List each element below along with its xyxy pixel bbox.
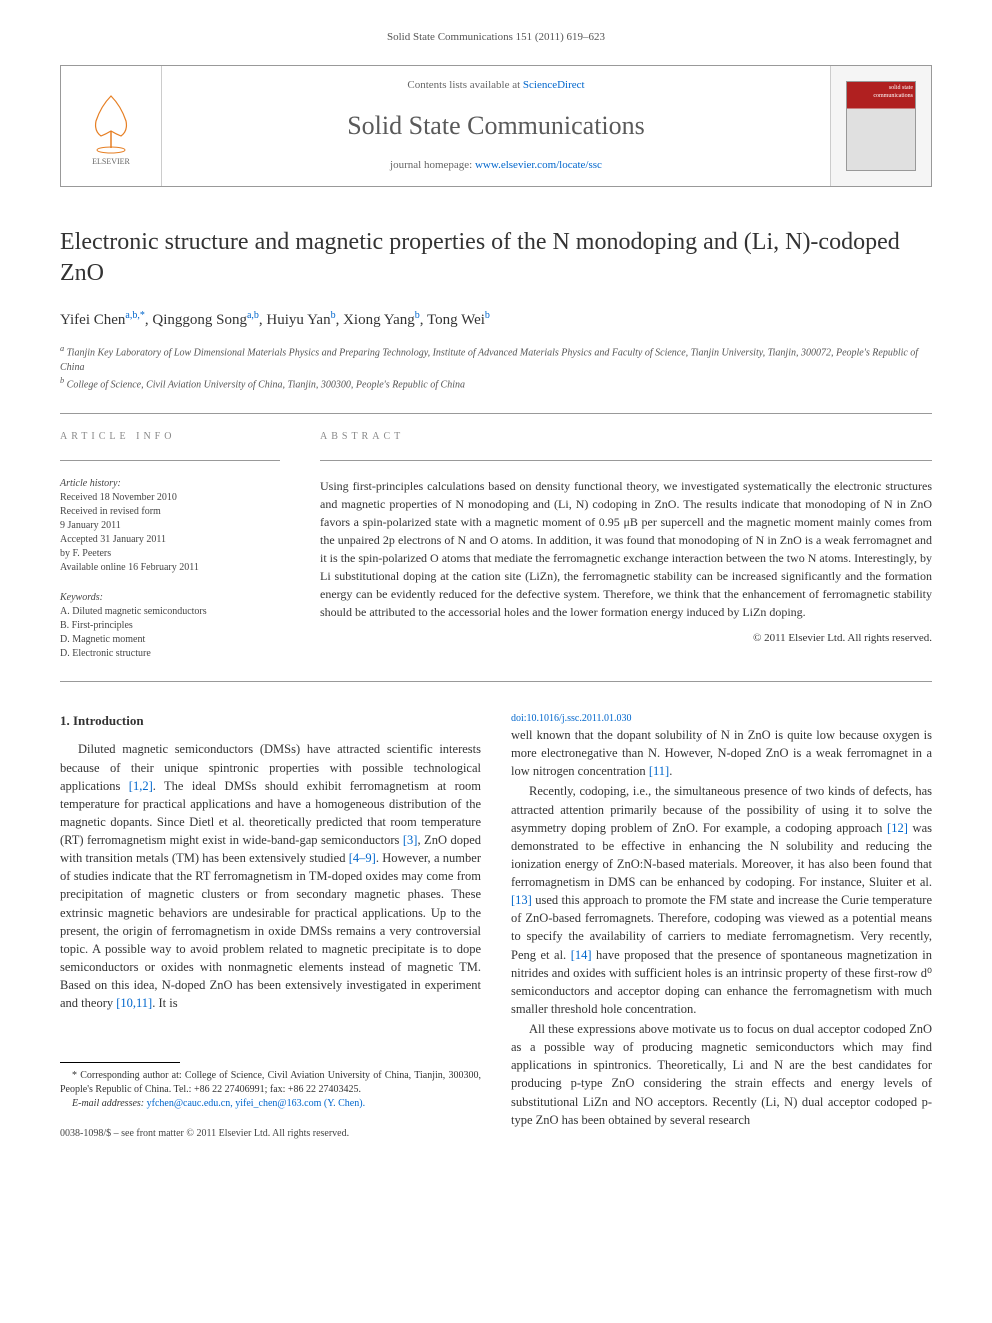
journal-cover-cell: solid state communications — [831, 66, 931, 185]
history-line: Received in revised form — [60, 505, 280, 519]
contents-line: Contents lists available at ScienceDirec… — [172, 78, 820, 93]
sciencedirect-link[interactable]: ScienceDirect — [523, 79, 585, 91]
article-info-heading: ARTICLE INFO — [60, 430, 280, 444]
keywords-label: Keywords: — [60, 591, 280, 605]
abstract-text: Using first-principles calculations base… — [320, 477, 932, 621]
homepage-line: journal homepage: www.elsevier.com/locat… — [172, 158, 820, 173]
paragraph: Diluted magnetic semiconductors (DMSs) h… — [60, 740, 481, 1012]
history-line: Available online 16 February 2011 — [60, 561, 280, 575]
doi-link[interactable]: doi:10.1016/j.ssc.2011.01.030 — [511, 712, 932, 727]
paragraph: All these expressions above motivate us … — [511, 1020, 932, 1129]
elsevier-tree-icon: ELSEVIER — [76, 86, 146, 166]
corresponding-author-footnote: * Corresponding author at: College of Sc… — [60, 1069, 481, 1097]
affiliation: a Tianjin Key Laboratory of Low Dimensio… — [60, 343, 932, 375]
affiliations: a Tianjin Key Laboratory of Low Dimensio… — [60, 343, 932, 393]
homepage-prefix: journal homepage: — [390, 159, 475, 171]
info-abstract-row: ARTICLE INFO Article history: Received 1… — [60, 430, 932, 661]
citation-text: Solid State Communications 151 (2011) 61… — [387, 31, 605, 43]
svg-text:ELSEVIER: ELSEVIER — [92, 157, 130, 166]
history-line: by F. Peeters — [60, 547, 280, 561]
homepage-link[interactable]: www.elsevier.com/locate/ssc — [475, 159, 602, 171]
paragraph: Recently, codoping, i.e., the simultaneo… — [511, 782, 932, 1018]
history-line: Received 18 November 2010 — [60, 491, 280, 505]
publisher-logo-cell: ELSEVIER — [61, 66, 161, 185]
divider — [60, 681, 932, 682]
keyword: B. First-principles — [60, 619, 280, 633]
body-columns: 1. Introduction Diluted magnetic semicon… — [60, 712, 932, 1142]
contents-prefix: Contents lists available at — [407, 79, 522, 91]
article-body: Electronic structure and magnetic proper… — [0, 207, 992, 1182]
journal-name: Solid State Communications — [172, 108, 820, 144]
abstract-heading: ABSTRACT — [320, 430, 932, 444]
divider — [60, 413, 932, 414]
email-footnote: E-mail addresses: yfchen@cauc.edu.cn, yi… — [60, 1097, 481, 1111]
journal-header-bar: ELSEVIER Contents lists available at Sci… — [60, 65, 932, 186]
email-label: E-mail addresses: — [72, 1098, 144, 1109]
copyright-line: © 2011 Elsevier Ltd. All rights reserved… — [320, 631, 932, 646]
divider — [60, 460, 280, 461]
keyword: D. Magnetic moment — [60, 633, 280, 647]
history-line: 9 January 2011 — [60, 519, 280, 533]
cover-title: solid state communications — [849, 84, 913, 101]
article-info-column: ARTICLE INFO Article history: Received 1… — [60, 430, 280, 661]
keyword: A. Diluted magnetic semiconductors — [60, 605, 280, 619]
journal-header-center: Contents lists available at ScienceDirec… — [161, 66, 831, 185]
affiliation: b College of Science, Civil Aviation Uni… — [60, 375, 932, 392]
issn-line: 0038-1098/$ – see front matter © 2011 El… — [60, 1127, 481, 1142]
history-label: Article history: — [60, 477, 280, 491]
author: Huiyu Yanb — [266, 312, 335, 328]
keyword: D. Electronic structure — [60, 647, 280, 661]
author: Qinggong Songa,b — [152, 312, 259, 328]
journal-cover-thumbnail: solid state communications — [846, 81, 916, 171]
article-title: Electronic structure and magnetic proper… — [60, 227, 932, 289]
author: Tong Weib — [427, 312, 490, 328]
divider — [320, 460, 932, 461]
history-line: Accepted 31 January 2011 — [60, 533, 280, 547]
paragraph: well known that the dopant solubility of… — [511, 726, 932, 780]
section-heading: 1. Introduction — [60, 712, 481, 731]
footnote-divider — [60, 1062, 180, 1063]
author: Xiong Yangb — [343, 312, 420, 328]
page-citation: Solid State Communications 151 (2011) 61… — [0, 0, 992, 55]
abstract-column: ABSTRACT Using first-principles calculat… — [320, 430, 932, 661]
email-link[interactable]: yfchen@cauc.edu.cn, yifei_chen@163.com (… — [147, 1098, 365, 1109]
author: Yifei Chena,b,* — [60, 312, 145, 328]
author-list: Yifei Chena,b,*, Qinggong Songa,b, Huiyu… — [60, 309, 932, 331]
